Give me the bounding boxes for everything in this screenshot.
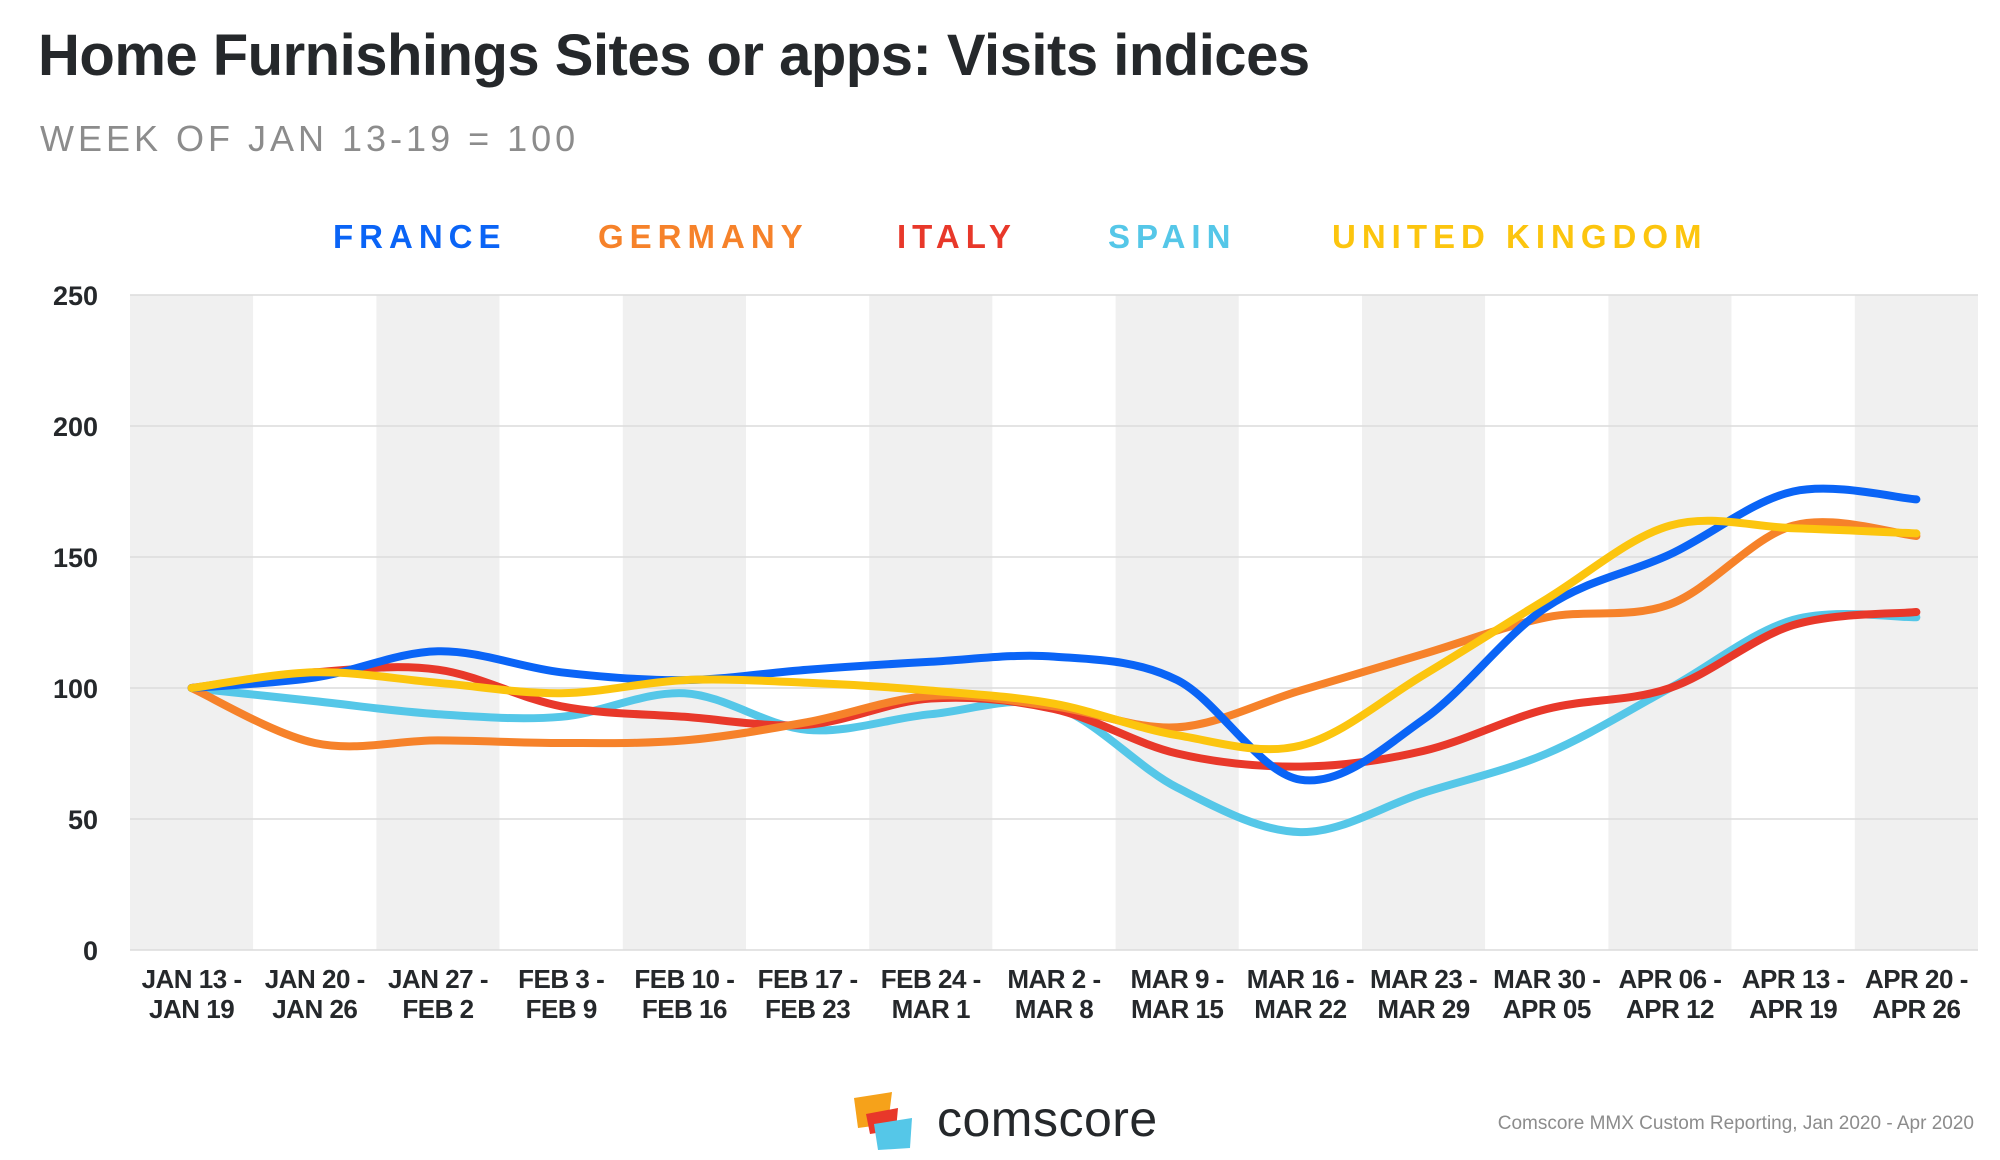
column-band [869, 295, 993, 950]
x-tick-label: FEB 3 -FEB 9 [518, 964, 604, 1024]
x-tick-label: JAN 27 -FEB 2 [388, 964, 488, 1024]
x-tick-label: FEB 24 -MAR 1 [881, 964, 981, 1024]
column-band [253, 295, 377, 950]
legend-item-france: FRANCE [333, 218, 507, 255]
series-line-france [187, 484, 1921, 785]
x-tick-label: MAR 23 -MAR 29 [1370, 964, 1477, 1024]
series-lines [187, 484, 1921, 837]
y-tick-label: 0 [83, 936, 98, 966]
x-tick-label: APR 20 -APR 26 [1865, 964, 1968, 1024]
column-bands [130, 295, 1978, 950]
column-band [992, 295, 1116, 950]
column-band [1238, 295, 1362, 950]
column-band [1854, 295, 1978, 950]
line-chart: 0 50 100 150 200 250 JAN 13 -JAN 19 JAN 20 -JA… [53, 281, 1978, 1024]
source-note: Comscore MMX Custom Reporting, Jan 2020 … [1497, 1113, 1974, 1134]
column-band [499, 295, 623, 950]
series-line-united-kingdom [187, 516, 1921, 754]
brand-name: comscore [937, 1091, 1158, 1147]
y-tick-label: 150 [53, 543, 98, 573]
legend-item-spain: SPAIN [1108, 218, 1237, 255]
x-tick-label: APR 13 -APR 19 [1742, 964, 1845, 1024]
x-tick-label: MAR 30 -APR 05 [1493, 964, 1600, 1024]
y-tick-label: 250 [53, 281, 98, 311]
x-axis: JAN 13 -JAN 19 JAN 20 -JAN 26 JAN 27 -FEB … [142, 964, 1969, 1024]
column-band [622, 295, 746, 950]
y-axis: 0 50 100 150 200 250 [53, 281, 98, 966]
x-tick-label: APR 06 -APR 12 [1619, 964, 1722, 1024]
gridlines [130, 294, 1978, 951]
x-tick-label: JAN 13 -JAN 19 [142, 964, 242, 1024]
comscore-logo-icon [854, 1092, 912, 1150]
x-tick-label: MAR 2 -MAR 8 [1007, 964, 1100, 1024]
column-band [1115, 295, 1239, 950]
chart-subtitle: WEEK OF JAN 13-19 = 100 [40, 118, 580, 159]
chart-title: Home Furnishings Sites or apps: Visits i… [38, 23, 1310, 88]
y-tick-label: 50 [68, 805, 98, 835]
x-tick-label: FEB 10 -FEB 16 [634, 964, 734, 1024]
column-band [1608, 295, 1732, 950]
y-tick-label: 100 [53, 674, 98, 704]
y-tick-label: 200 [53, 412, 98, 442]
x-tick-label: MAR 9 -MAR 15 [1131, 964, 1224, 1024]
legend-item-germany: GERMANY [598, 218, 809, 255]
x-tick-label: JAN 20 -JAN 26 [265, 964, 365, 1024]
legend-item-united-kingdom: UNITED KINGDOM [1332, 218, 1708, 255]
column-band [130, 295, 254, 950]
brand-logo: comscore [852, 1090, 1182, 1150]
column-band [746, 295, 870, 950]
x-tick-label: FEB 17 -FEB 23 [758, 964, 858, 1024]
column-band [376, 295, 500, 950]
column-band [1362, 295, 1486, 950]
x-tick-label: MAR 16 -MAR 22 [1247, 964, 1354, 1024]
legend: FRANCE GERMANY ITALY SPAIN UNITED KINGDO… [0, 218, 2000, 262]
legend-item-italy: ITALY [897, 218, 1017, 255]
